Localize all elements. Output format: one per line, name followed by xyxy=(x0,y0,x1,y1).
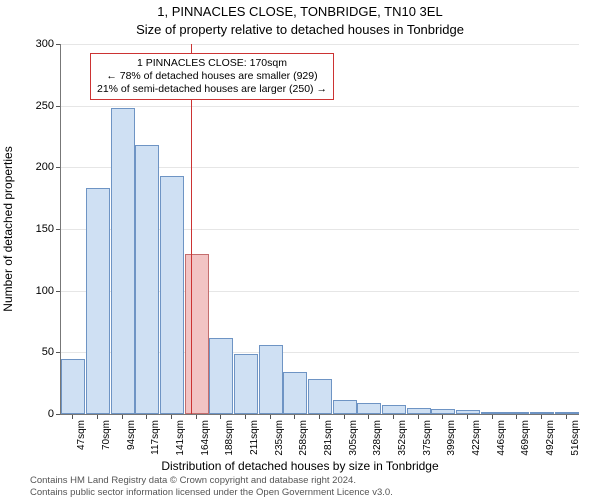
y-axis-label: Number of detached properties xyxy=(1,146,15,311)
x-tick-mark xyxy=(516,415,517,419)
x-tick-mark xyxy=(97,415,98,419)
histogram-bar xyxy=(481,412,505,414)
y-tick-mark xyxy=(56,106,60,107)
x-tick-mark xyxy=(146,415,147,419)
y-tick-label: 200 xyxy=(14,161,54,173)
x-tick-label: 422sqm xyxy=(471,420,482,456)
x-tick-mark xyxy=(393,415,394,419)
y-tick-mark xyxy=(56,352,60,353)
y-tick-mark xyxy=(56,44,60,45)
y-tick-label: 0 xyxy=(14,408,54,420)
y-tick-label: 50 xyxy=(14,346,54,358)
annotation-line: 1 PINNACLES CLOSE: 170sqm xyxy=(97,57,327,70)
histogram-bar xyxy=(135,145,159,414)
x-tick-mark xyxy=(196,415,197,419)
x-tick-label: 492sqm xyxy=(545,420,556,456)
x-tick-label: 375sqm xyxy=(422,420,433,456)
y-tick-label: 100 xyxy=(14,285,54,297)
x-tick-mark xyxy=(442,415,443,419)
x-tick-label: 399sqm xyxy=(446,420,457,456)
histogram-bar xyxy=(431,409,455,414)
histogram-bar xyxy=(160,176,184,414)
x-tick-mark xyxy=(467,415,468,419)
histogram-bar xyxy=(283,372,307,414)
x-tick-label: 281sqm xyxy=(323,420,334,456)
x-tick-label: 516sqm xyxy=(570,420,581,456)
x-tick-mark xyxy=(220,415,221,419)
gridline xyxy=(61,106,579,107)
x-tick-mark xyxy=(368,415,369,419)
x-tick-label: 446sqm xyxy=(496,420,507,456)
histogram-bar xyxy=(209,338,233,414)
x-tick-label: 117sqm xyxy=(150,420,161,455)
histogram-bar xyxy=(555,412,579,414)
x-tick-mark xyxy=(541,415,542,419)
x-tick-mark xyxy=(344,415,345,419)
x-tick-mark xyxy=(245,415,246,419)
x-tick-label: 70sqm xyxy=(101,420,112,450)
x-tick-mark xyxy=(72,415,73,419)
chart-title-line1: 1, PINNACLES CLOSE, TONBRIDGE, TN10 3EL xyxy=(0,4,600,19)
footer-line: Contains HM Land Registry data © Crown c… xyxy=(30,475,393,486)
y-tick-label: 250 xyxy=(14,100,54,112)
histogram-bar xyxy=(333,400,357,414)
footer-attribution: Contains HM Land Registry data © Crown c… xyxy=(30,475,393,498)
y-tick-mark xyxy=(56,414,60,415)
x-tick-mark xyxy=(566,415,567,419)
x-axis-label: Distribution of detached houses by size … xyxy=(0,459,600,473)
footer-line: Contains public sector information licen… xyxy=(30,487,393,498)
y-tick-mark xyxy=(56,229,60,230)
y-tick-mark xyxy=(56,167,60,168)
x-tick-label: 352sqm xyxy=(397,420,408,456)
annotation-line: 21% of semi-detached houses are larger (… xyxy=(97,83,327,96)
histogram-bar xyxy=(308,379,332,414)
x-tick-mark xyxy=(270,415,271,419)
histogram-bar xyxy=(505,412,529,414)
histogram-bar xyxy=(185,254,209,414)
histogram-bar xyxy=(86,188,110,414)
x-tick-label: 235sqm xyxy=(274,420,285,456)
histogram-bar xyxy=(357,403,381,414)
annotation-line: ← 78% of detached houses are smaller (92… xyxy=(97,70,327,83)
y-tick-label: 150 xyxy=(14,223,54,235)
x-tick-label: 47sqm xyxy=(76,420,87,450)
x-tick-mark xyxy=(294,415,295,419)
x-tick-mark xyxy=(492,415,493,419)
histogram-bar xyxy=(407,408,431,414)
histogram-bar xyxy=(456,410,480,414)
x-tick-label: 94sqm xyxy=(126,420,137,450)
x-tick-label: 141sqm xyxy=(175,420,186,456)
annotation-box: 1 PINNACLES CLOSE: 170sqm ← 78% of detac… xyxy=(90,53,334,100)
x-tick-mark xyxy=(122,415,123,419)
histogram-bar xyxy=(61,359,85,415)
chart-title-line2: Size of property relative to detached ho… xyxy=(0,22,600,37)
x-tick-label: 211sqm xyxy=(249,420,260,455)
chart-container: 1, PINNACLES CLOSE, TONBRIDGE, TN10 3EL … xyxy=(0,0,600,500)
x-tick-label: 258sqm xyxy=(298,420,309,456)
x-tick-mark xyxy=(171,415,172,419)
histogram-bar xyxy=(382,405,406,414)
x-tick-mark xyxy=(319,415,320,419)
x-tick-label: 305sqm xyxy=(348,420,359,456)
x-tick-mark xyxy=(418,415,419,419)
y-tick-label: 300 xyxy=(14,38,54,50)
x-tick-label: 469sqm xyxy=(520,420,531,456)
x-tick-label: 328sqm xyxy=(372,420,383,456)
gridline xyxy=(61,44,579,45)
histogram-bar xyxy=(259,345,283,414)
histogram-bar xyxy=(530,412,554,414)
histogram-bar xyxy=(111,108,135,414)
histogram-bar xyxy=(234,354,258,414)
y-tick-mark xyxy=(56,291,60,292)
x-tick-label: 164sqm xyxy=(200,420,211,456)
x-tick-label: 188sqm xyxy=(224,420,235,456)
